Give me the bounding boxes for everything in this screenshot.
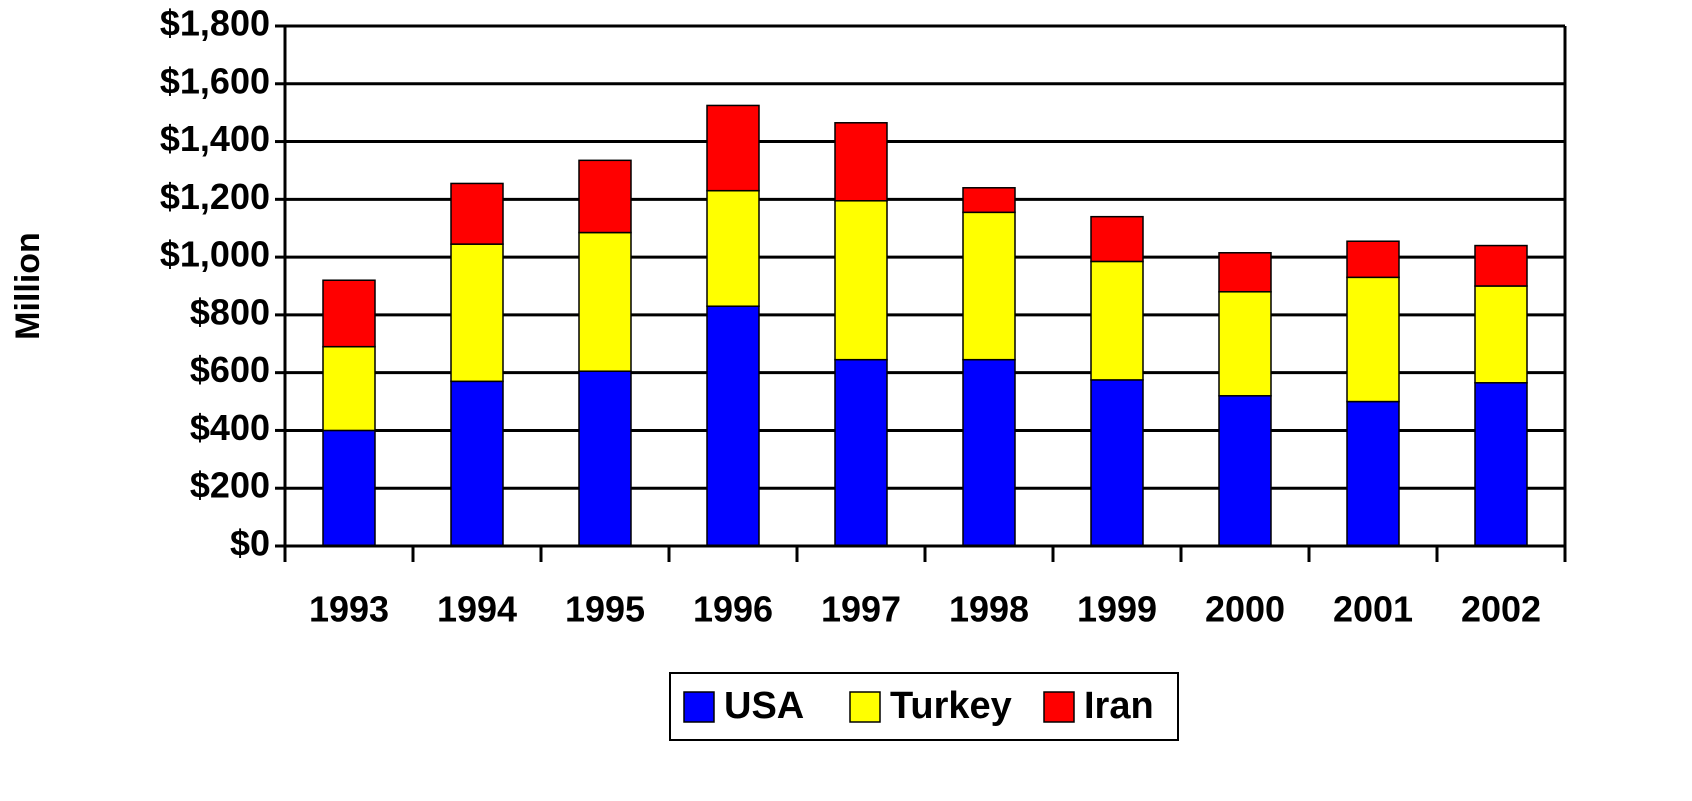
y-tick-label: $1,200 <box>160 176 270 217</box>
x-tick-label: 1993 <box>309 589 389 630</box>
bar-segment <box>322 429 376 547</box>
legend-label: USA <box>724 685 804 727</box>
bar-segment <box>834 358 888 547</box>
y-tick-label: $0 <box>230 523 270 564</box>
y-tick-label: $1,400 <box>160 118 270 159</box>
bar-segment <box>1090 215 1144 263</box>
x-tick-label: 1996 <box>693 589 773 630</box>
bar-segment <box>322 279 376 348</box>
x-tick-label: 1995 <box>565 589 645 630</box>
legend-swatch <box>1043 691 1075 723</box>
bar-segment <box>1474 244 1528 287</box>
y-tick-label: $400 <box>190 407 270 448</box>
bar-segment <box>962 358 1016 547</box>
y-tick-label: $1,600 <box>160 60 270 101</box>
y-tick-label: $800 <box>190 291 270 332</box>
x-tick-label: 2002 <box>1461 589 1541 630</box>
x-tick-label: 1994 <box>437 589 517 630</box>
bar-segment <box>450 243 504 383</box>
x-tick-label: 2000 <box>1205 589 1285 630</box>
legend-label: Iran <box>1084 685 1154 727</box>
bar-segment <box>1090 379 1144 547</box>
y-tick-label: $200 <box>190 465 270 506</box>
bar-segment <box>706 305 760 547</box>
bar-segment <box>1090 260 1144 381</box>
x-tick-label: 1997 <box>821 589 901 630</box>
bar-segment <box>1218 291 1272 397</box>
x-tick-label: 1999 <box>1077 589 1157 630</box>
legend-box <box>669 672 1179 741</box>
bar-segment <box>962 187 1016 214</box>
y-axis-label: Million <box>9 232 47 340</box>
bar-segment <box>1346 400 1400 547</box>
bar-segment <box>450 182 504 245</box>
bar-segment <box>834 200 888 361</box>
bar-segment <box>1346 240 1400 279</box>
bar-segment <box>962 211 1016 361</box>
y-tick-label: $1,000 <box>160 234 270 275</box>
bar-segment <box>706 189 760 307</box>
bar-segment <box>1218 252 1272 293</box>
legend-swatch <box>849 691 881 723</box>
y-tick-label: $600 <box>190 349 270 390</box>
x-tick-label: 2001 <box>1333 589 1413 630</box>
legend-swatch <box>683 691 715 723</box>
bar-segment <box>450 380 504 547</box>
bar-segment <box>1474 382 1528 547</box>
bar-segment <box>706 104 760 192</box>
bar-segment <box>1218 395 1272 547</box>
bar-segment <box>834 122 888 202</box>
bar-segment <box>1474 285 1528 384</box>
x-tick-label: 1998 <box>949 589 1029 630</box>
bar-segment <box>1346 276 1400 403</box>
legend-label: Turkey <box>890 685 1012 727</box>
bar-segment <box>578 370 632 547</box>
bar-segment <box>578 159 632 234</box>
y-tick-label: $1,800 <box>160 3 270 44</box>
bar-segment <box>322 345 376 432</box>
bar-segment <box>578 231 632 372</box>
